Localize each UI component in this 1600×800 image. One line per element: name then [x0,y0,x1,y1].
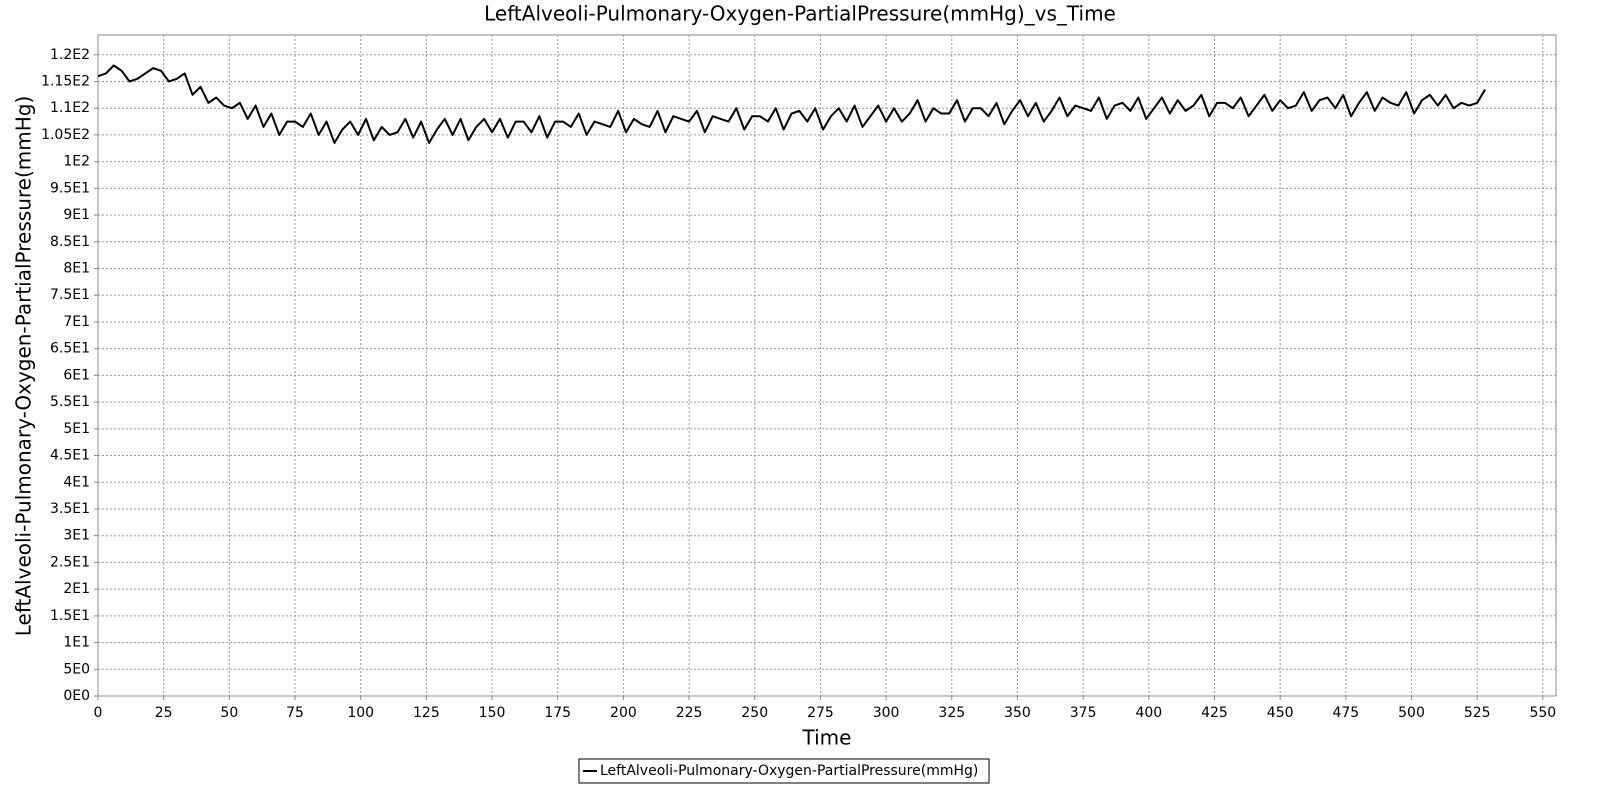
x-tick-label: 425 [1201,705,1228,721]
y-tick-label: 6E1 [63,367,90,383]
x-tick-label: 475 [1332,705,1359,721]
y-tick-label: 5E0 [63,661,90,677]
x-tick-label: 400 [1135,705,1162,721]
y-tick-label: 1.05E2 [41,127,90,143]
y-tick-label: 2E1 [63,581,90,597]
y-tick-label: 4.5E1 [50,448,90,464]
y-tick-label: 1E1 [63,635,90,651]
y-axis-label: LeftAlveoli-Pulmonary-Oxygen-PartialPres… [12,96,36,637]
y-tick-label: 1.2E2 [50,47,90,63]
x-tick-label: 525 [1464,705,1491,721]
y-tick-label: 6.5E1 [50,341,90,357]
y-tick-label: 3E1 [63,528,90,544]
data-line [97,64,1486,144]
legend-label: LeftAlveoli-Pulmonary-Oxygen-PartialPres… [600,763,978,779]
x-tick-label: 125 [413,705,440,721]
y-tick-label: 1.15E2 [41,73,90,89]
y-tick-label: 5E1 [63,421,90,437]
x-tick-label: 50 [220,705,238,721]
x-tick-label: 25 [155,705,173,721]
x-tick-label: 275 [807,705,834,721]
x-tick-label: 100 [347,705,374,721]
x-tick-label: 550 [1529,705,1556,721]
y-tick-label: 9E1 [63,207,90,223]
y-tick-label: 0E0 [63,688,90,704]
y-tick-label: 2.5E1 [50,554,90,570]
x-tick-label: 75 [286,705,304,721]
y-tick-label: 1E2 [63,154,90,170]
x-tick-label: 150 [479,705,506,721]
x-tick-label: 0 [94,705,103,721]
y-tick-label: 7E1 [63,314,90,330]
y-tick-label: 1.5E1 [50,608,90,624]
y-tick-label: 4E1 [63,474,90,490]
x-tick-label: 325 [938,705,965,721]
y-tick-label: 8.5E1 [50,234,90,250]
legend-box [578,758,990,784]
x-tick-label: 250 [741,705,768,721]
x-tick-label: 225 [676,705,703,721]
x-tick-label: 300 [873,705,900,721]
y-tick-label: 9.5E1 [50,180,90,196]
x-tick-label: 350 [1004,705,1031,721]
y-tick-label: 5.5E1 [50,394,90,410]
x-tick-label: 500 [1398,705,1425,721]
x-axis-label: Time [802,726,852,750]
y-tick-label: 8E1 [63,261,90,277]
x-tick-label: 450 [1267,705,1294,721]
y-tick-label: 7.5E1 [50,287,90,303]
x-tick-label: 375 [1070,705,1097,721]
x-tick-label: 200 [610,705,637,721]
chart-title: LeftAlveoli-Pulmonary-Oxygen-PartialPres… [484,2,1116,26]
y-tick-label: 1.1E2 [50,100,90,116]
x-tick-label: 175 [544,705,571,721]
plot-area [97,34,1557,697]
y-tick-label: 3.5E1 [50,501,90,517]
